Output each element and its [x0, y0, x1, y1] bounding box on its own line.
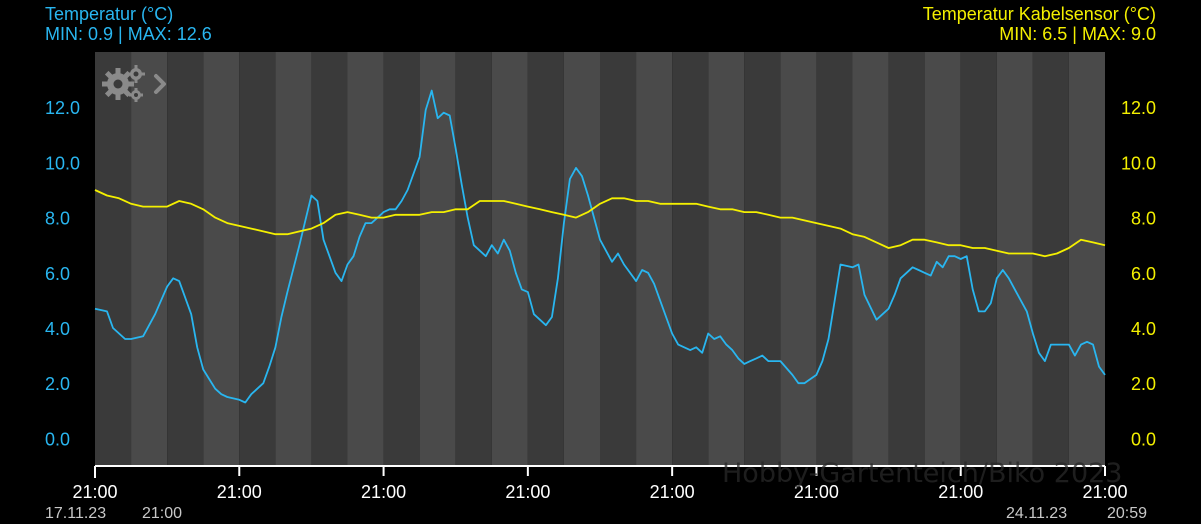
plot-band [239, 52, 276, 466]
gears-icon [102, 65, 145, 102]
plot-band [131, 52, 168, 466]
x-tick-label: 21:00 [505, 482, 550, 502]
chart-axes: 21:00 21:00 21:00 21:00 21:00 21:00 21:00 21:00… [45, 98, 1156, 502]
y-left-tick-label: 0.0 [45, 429, 70, 449]
plot-band [1068, 52, 1105, 466]
left-max-value: MAX: 12.6 [127, 24, 212, 44]
footer-end-time: 20:59 [1107, 505, 1148, 522]
plot-band [924, 52, 961, 466]
y-left-tick-label: 2.0 [45, 374, 70, 394]
plot-band [888, 52, 925, 466]
y-left-tick-label: 8.0 [45, 209, 70, 229]
plot-band [600, 52, 637, 466]
plot-band [347, 52, 384, 466]
watermark-text: Hobby-Gartenteich/Biko 2023 [722, 458, 1123, 489]
plot-band [455, 52, 492, 466]
x-tick-label: 21:00 [217, 482, 262, 502]
plot-band [780, 52, 817, 466]
right-max-value: MAX: 9.0 [1081, 24, 1156, 44]
plot-band [672, 52, 709, 466]
right-series-minmax: MIN: 6.5 | MAX: 9.0 [999, 24, 1156, 44]
plot-band [95, 52, 132, 466]
left-series-minmax: MIN: 0.9 | MAX: 12.6 [45, 24, 212, 44]
plot-band [491, 52, 528, 466]
y-right-tick-label: 8.0 [1131, 209, 1156, 229]
y-right-tick-label: 10.0 [1121, 153, 1156, 173]
right-minmax-separator: | [1072, 24, 1077, 44]
chevron-right-icon [154, 74, 166, 94]
y-right-tick-label: 2.0 [1131, 374, 1156, 394]
series-line-kabelsensor [94, 189, 1106, 258]
plot-band [960, 52, 997, 466]
y-left-tick-label: 4.0 [45, 319, 70, 339]
y-left-tick-label: 10.0 [45, 153, 80, 173]
y-left-tick-label: 6.0 [45, 264, 70, 284]
x-tick-label: 21:00 [1082, 482, 1127, 502]
x-tick-label: 21:00 [794, 482, 839, 502]
right-series-title: Temperatur Kabelsensor (°C) [922, 4, 1156, 24]
plot-band [744, 52, 781, 466]
plot-background-bands [95, 52, 1105, 466]
y-left-tick-label: 12.0 [45, 98, 80, 118]
plot-band [996, 52, 1033, 466]
plot-band [311, 52, 348, 466]
plot-band [1032, 52, 1069, 466]
footer-end-date: 24.11.23 [1006, 505, 1068, 522]
footer-start-date: 17.11.23 [45, 505, 107, 522]
y-right-tick-label: 6.0 [1131, 264, 1156, 284]
plot-band [816, 52, 853, 466]
plot-band [275, 52, 312, 466]
x-tick-label: 21:00 [72, 482, 117, 502]
x-tick-label: 21:00 [650, 482, 695, 502]
y-right-tick-label: 4.0 [1131, 319, 1156, 339]
right-min-value: MIN: 6.5 [999, 24, 1068, 44]
chart-settings-button[interactable] [100, 62, 176, 106]
y-right-tick-label: 12.0 [1121, 98, 1156, 118]
series-lines [94, 89, 1106, 404]
left-series-title: Temperatur (°C) [45, 4, 174, 24]
left-min-value: MIN: 0.9 [45, 24, 114, 44]
plot-band [527, 52, 564, 466]
plot-band [852, 52, 889, 466]
plot-band [708, 52, 745, 466]
series-line-temperatur [94, 89, 1106, 404]
plot-band [563, 52, 600, 466]
plot-band [203, 52, 240, 466]
plot-band [167, 52, 204, 466]
x-tick-label: 21:00 [938, 482, 983, 502]
left-minmax-separator: | [118, 24, 123, 44]
plot-band [419, 52, 456, 466]
x-tick-label: 21:00 [361, 482, 406, 502]
plot-band [636, 52, 673, 466]
footer-start-time: 21:00 [142, 505, 183, 522]
y-right-tick-label: 0.0 [1131, 429, 1156, 449]
plot-band [383, 52, 420, 466]
